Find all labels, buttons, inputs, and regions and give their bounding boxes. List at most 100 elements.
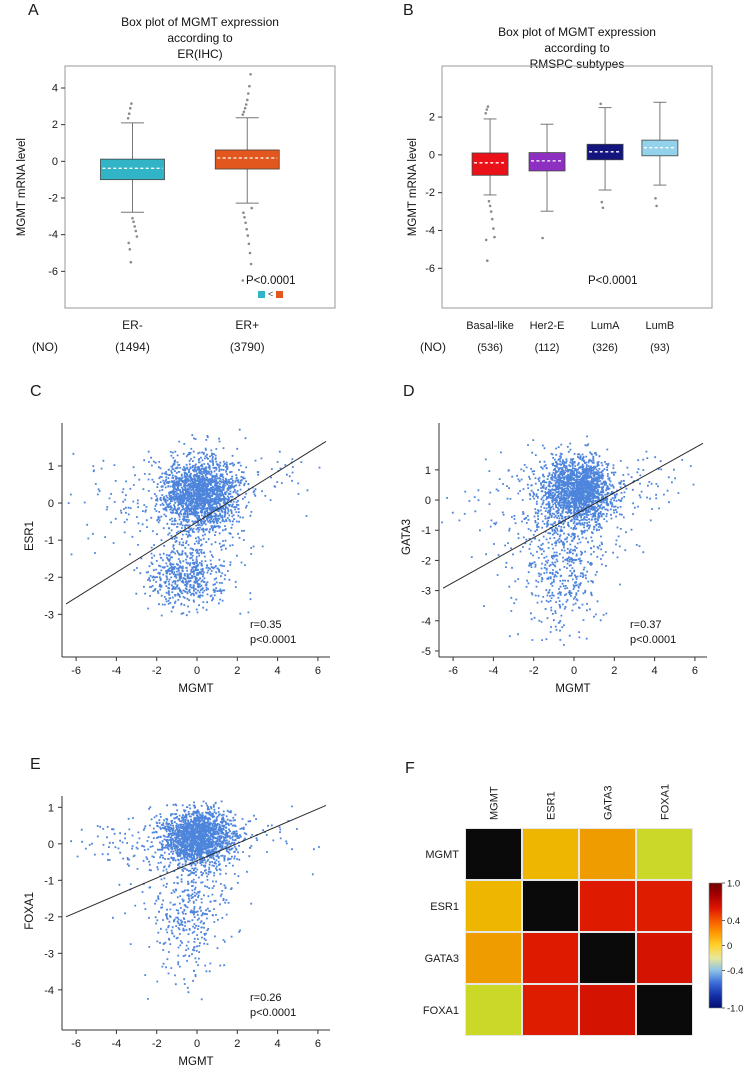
x-tick-label: -6 <box>448 665 458 677</box>
outlier-point <box>129 260 133 264</box>
outlier-point <box>132 220 135 224</box>
y-tick-label: -4 <box>44 985 54 997</box>
outlier-point <box>126 117 130 120</box>
y-tick-label: -4 <box>421 616 431 628</box>
category-count: (326) <box>592 342 618 354</box>
category-count: (536) <box>477 342 503 354</box>
outlier-point <box>243 216 246 219</box>
colorbar-tick-label: 0.4 <box>727 916 740 927</box>
y-tick-label: 0 <box>48 839 54 851</box>
outlier-point <box>491 217 494 221</box>
y-tick-label: -6 <box>425 263 435 275</box>
x-tick-label: -4 <box>112 665 122 677</box>
outlier-point <box>245 227 248 231</box>
panel-A-legend: < <box>258 289 284 299</box>
outlier-point <box>484 238 488 242</box>
panel-A-title: Box plot of MGMT expression according to… <box>40 14 360 63</box>
p-value: p<0.0001 <box>250 634 297 647</box>
outlier-point <box>242 211 245 214</box>
outlier-point <box>244 221 247 225</box>
legend-swatch-right <box>276 290 284 298</box>
boxplot-LumA <box>586 102 624 210</box>
outlier-point <box>127 112 131 115</box>
panel-E: E FOXA1 -6 -4 -2 0 2 4 6 1 0 -1 -2 -3 -4 MGMT r=0.26… <box>0 748 377 1066</box>
scatter-points <box>67 428 321 617</box>
category-count: (93) <box>650 342 670 354</box>
panel-E-plot: -6 -4 -2 0 2 4 6 1 0 -1 -2 -3 -4 <box>44 796 330 1050</box>
box-body <box>528 152 566 172</box>
outlier-point <box>249 262 253 266</box>
outlier-point <box>244 103 248 106</box>
panel-A: A Box plot of MGMT expression according … <box>0 0 377 368</box>
outlier-point <box>492 227 495 230</box>
r-value: r=0.26 <box>250 992 282 1004</box>
x-tick-label: 4 <box>275 665 281 677</box>
outlier-point <box>601 206 605 210</box>
boxplot-ER- <box>100 102 165 264</box>
cell-MGMT-GATA3 <box>579 828 636 880</box>
cell-MGMT-FOXA1 <box>636 828 693 880</box>
y-tick-label: -6 <box>48 266 58 278</box>
p-value: p<0.0001 <box>250 1007 297 1020</box>
cell-ESR1-FOXA1 <box>636 880 693 932</box>
y-tick-label: 1 <box>425 465 431 477</box>
r-value: r=0.37 <box>630 619 662 631</box>
y-tick-label: -2 <box>421 555 431 567</box>
x-tick-label: -6 <box>71 1038 81 1050</box>
panel-D-stats: r=0.37 p<0.0001 <box>630 618 676 649</box>
category-count: (3790) <box>230 340 265 354</box>
outlier-point <box>488 204 492 208</box>
outlier-point <box>654 197 657 200</box>
column-label: FOXA1 <box>660 784 672 820</box>
panel-E-letter: E <box>30 756 41 773</box>
outlier-point <box>242 110 246 114</box>
title-line: according to <box>544 41 610 56</box>
y-tick-label: -2 <box>44 572 54 584</box>
cell-ESR1-GATA3 <box>579 880 636 932</box>
outlier-point <box>484 112 487 115</box>
cell-GATA3-ESR1 <box>522 932 579 984</box>
outlier-point <box>249 73 252 76</box>
x-tick-label: 0 <box>194 1038 200 1050</box>
title-line: according to <box>167 31 233 46</box>
boxplot-Her2-E <box>528 123 566 240</box>
panel-B-pvalue: P<0.0001 <box>588 275 638 287</box>
panel-D-letter: D <box>403 383 415 400</box>
title-line: Box plot of MGMT expression <box>121 15 279 29</box>
outlier-point <box>135 235 139 238</box>
panel-E-stats: r=0.26 p<0.0001 <box>250 991 296 1022</box>
cell-GATA3-FOXA1 <box>636 932 693 984</box>
x-tick-label: 0 <box>571 665 577 677</box>
category-label: ER- <box>122 318 143 332</box>
outlier-point <box>489 210 493 213</box>
x-tick-label: -4 <box>489 665 499 677</box>
outlier-point <box>127 241 130 245</box>
outlier-point <box>248 84 251 88</box>
outlier-point <box>485 108 489 111</box>
scatter-points <box>441 435 695 646</box>
panel-C-xlabel: MGMT <box>178 683 214 695</box>
cell-GATA3-MGMT <box>465 932 522 984</box>
cell-FOXA1-FOXA1 <box>636 984 693 1036</box>
column-label: GATA3 <box>603 786 615 820</box>
box-body <box>471 152 509 176</box>
y-tick-label: -1 <box>421 525 431 537</box>
outlier-point <box>128 248 132 251</box>
title-line: ER(IHC) <box>177 47 223 62</box>
category-label: LumB <box>646 320 675 332</box>
row-label: ESR1 <box>430 901 459 913</box>
outlier-point <box>246 234 250 237</box>
colorbar-tick-label: -1.0 <box>727 1004 743 1015</box>
colorbar <box>708 882 723 1009</box>
x-tick-label: 6 <box>315 665 321 677</box>
panel-D: D GATA3 -6 -4 -2 0 2 4 6 1 0 -1 -2 -3 -4 -5 MGMT r=0.… <box>377 375 753 747</box>
panel-F-letter: F <box>405 760 415 777</box>
y-tick-label: -1 <box>44 875 54 887</box>
y-tick-label: -3 <box>421 586 431 598</box>
count-row-label: (NO) <box>420 340 446 354</box>
colorbar-tick-label: 0 <box>727 941 732 952</box>
outlier-point <box>130 102 133 105</box>
y-tick-label: -2 <box>425 187 435 199</box>
r-value: r=0.35 <box>250 619 282 631</box>
